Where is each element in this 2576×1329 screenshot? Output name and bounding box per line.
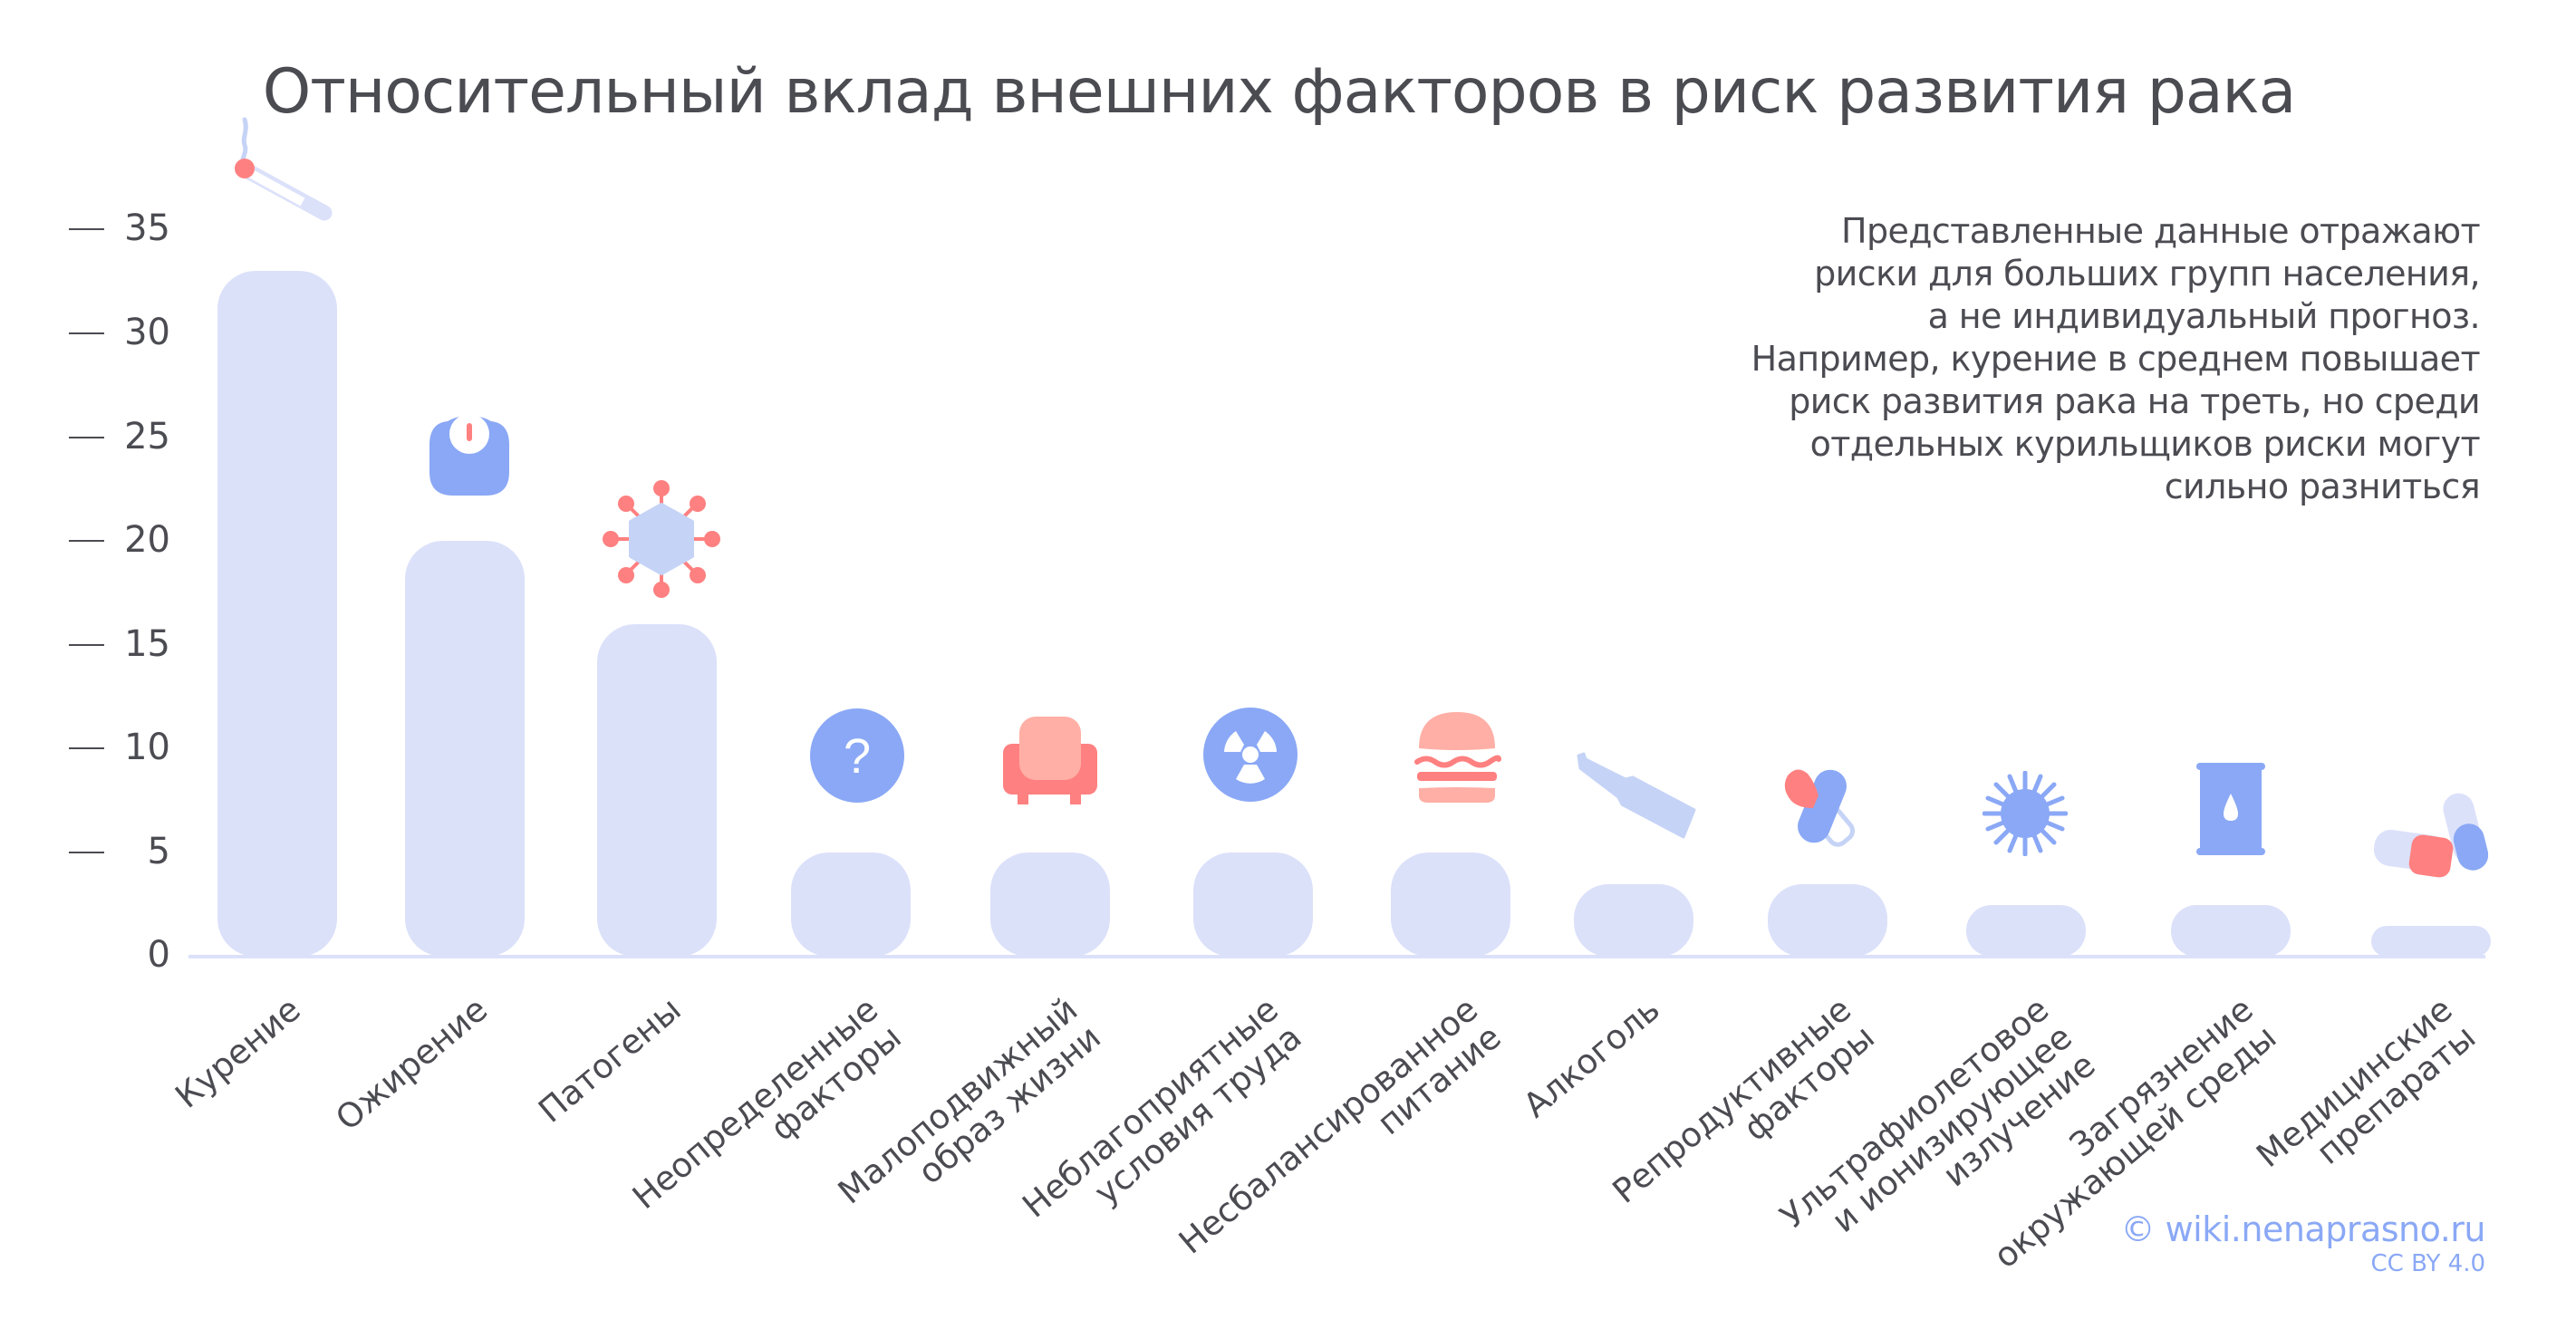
bar-alcohol	[1574, 884, 1693, 957]
bar-obesity	[405, 541, 525, 957]
y-tick-label: 30	[124, 312, 170, 353]
x-label-smoking: Курение	[167, 989, 308, 1116]
pills-icon	[2374, 793, 2488, 878]
x-label-obesity: Ожирение	[328, 989, 496, 1139]
y-tick-mark	[69, 437, 104, 438]
bar-occupational	[1193, 852, 1313, 957]
y-tick-label: 0	[147, 934, 170, 976]
question-icon: ?	[810, 708, 904, 803]
bottle-icon	[1577, 752, 1696, 839]
y-tick-mark	[69, 332, 104, 334]
y-tick-mark	[69, 540, 104, 542]
note-line: Представленные данные отражают	[1840, 211, 2481, 251]
x-label-alcohol: Алкоголь	[1515, 989, 1667, 1126]
credit-site-link[interactable]: © wiki.nenaprasno.ru	[2120, 1209, 2486, 1249]
x-axis-baseline	[188, 955, 2485, 958]
scale-icon	[429, 416, 509, 496]
note-line: а не индивидуальный прогноз.	[1927, 296, 2481, 336]
sun-icon	[1983, 771, 2068, 856]
x-label-pathogens: Патогены	[530, 989, 689, 1131]
bar-medications	[2371, 926, 2491, 957]
chart-title: Относительный вклад внешних факторов в р…	[262, 56, 2297, 128]
bar-diet	[1391, 852, 1510, 957]
bar-undetermined	[791, 852, 911, 957]
note-line: Например, курение в среднем повышает	[1751, 339, 2481, 379]
y-tick-label: 35	[124, 207, 170, 249]
y-tick-label: 10	[124, 727, 170, 768]
y-tick-label: 5	[147, 831, 170, 872]
bar-reproductive	[1768, 884, 1887, 957]
x-label-medications: Медицинские препараты	[2248, 989, 2484, 1176]
note-line: отдельных курильщиков риски могут	[1809, 424, 2481, 464]
note-line: риски для больших групп населения,	[1814, 254, 2480, 294]
y-tick-mark	[69, 228, 104, 230]
y-tick-mark	[69, 644, 104, 646]
y-tick-label: 25	[124, 416, 170, 457]
burger-icon	[1414, 712, 1501, 803]
note-line: сильно разниться	[2164, 467, 2481, 506]
y-tick-label: 15	[124, 623, 170, 665]
bar-pathogens	[597, 624, 717, 957]
y-tick-mark	[69, 747, 104, 749]
virus-icon	[603, 480, 720, 598]
y-tick-mark	[69, 852, 104, 853]
annotation-note: Представленные данные отражают риски для…	[1751, 210, 2481, 508]
svg-text:?: ?	[844, 729, 871, 784]
pacifier-icon	[1784, 769, 1855, 847]
radiation-icon	[1203, 708, 1298, 802]
barrel-icon	[2196, 763, 2265, 855]
note-line: риск развития рака на треть, но среди	[1789, 381, 2480, 421]
y-tick-label: 20	[124, 519, 170, 561]
credit: © wiki.nenaprasno.ru CC BY 4.0	[2120, 1209, 2486, 1278]
bar-pollution	[2171, 905, 2291, 957]
license-label: CC BY 4.0	[2370, 1250, 2485, 1277]
bar-smoking	[217, 271, 337, 957]
bar-sedentary	[990, 852, 1110, 957]
bar-radiation	[1966, 905, 2086, 957]
armchair-icon	[1003, 717, 1097, 804]
cigarette-icon	[235, 117, 333, 221]
